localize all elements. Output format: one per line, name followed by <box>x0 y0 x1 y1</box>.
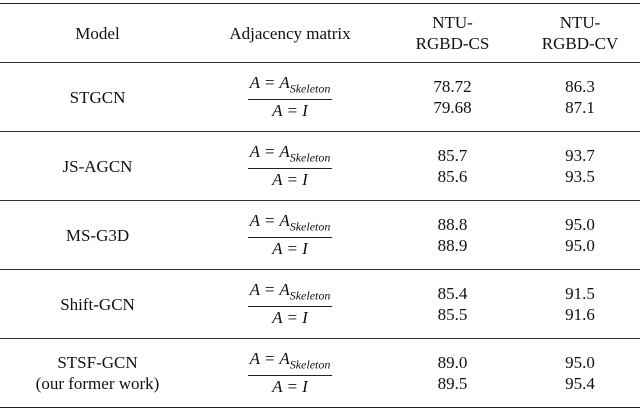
cs-cell: 85.7 85.6 <box>385 145 520 187</box>
cs-value: 89.5 <box>437 374 468 393</box>
fraction: A = ASkeleton A = I <box>247 210 333 260</box>
cs-value: 88.8 <box>437 215 468 234</box>
cv-value: 95.4 <box>565 374 595 393</box>
formula: A = A <box>249 210 290 230</box>
cv-value: 95.0 <box>565 236 595 255</box>
table-row: STGCN A = ASkeleton A = I 78.72 79.68 86.3 87.… <box>0 63 640 132</box>
fraction: A = ASkeleton A = I <box>247 279 333 329</box>
cs-cell: 88.8 88.9 <box>385 214 520 256</box>
header-cell: Adjacency matrix <box>229 23 351 43</box>
cv-cell: 91.5 91.6 <box>520 283 640 325</box>
formula-subscript: Skeleton <box>289 219 331 234</box>
cs-cell: 85.4 85.5 <box>385 283 520 325</box>
adjacency-option: A = ASkeleton <box>247 141 333 170</box>
adjacency-option: A = I <box>272 101 308 121</box>
cv-cell: 95.0 95.4 <box>520 352 640 394</box>
adjacency-option: A = I <box>272 170 308 190</box>
formula: A = A <box>249 141 290 161</box>
cv-value: 95.0 <box>565 353 595 372</box>
header-cell: NTU- RGBD-CS <box>385 12 520 54</box>
table-row: MS-G3D A = ASkeleton A = I 88.8 88.9 95.0 95.0 <box>0 201 640 270</box>
cs-value: 85.7 <box>437 146 468 165</box>
model-cell: JS-AGCN <box>0 156 195 177</box>
header-line: RGBD-CS <box>415 34 490 53</box>
header-cell: NTU- RGBD-CV <box>520 12 640 54</box>
adjacency-cell: A = ASkeleton A = I <box>195 279 385 329</box>
model-line: (our former work) <box>35 374 160 393</box>
cs-cell: 89.0 89.5 <box>385 352 520 394</box>
formula-subscript: Skeleton <box>289 150 331 165</box>
formula-subscript: Skeleton <box>289 288 331 303</box>
cs-value: 78.72 <box>433 77 472 96</box>
cs-value: 88.9 <box>437 236 468 255</box>
cv-value: 91.5 <box>565 284 595 303</box>
header-cell: Model <box>75 23 120 43</box>
adjacency-option: A = ASkeleton <box>247 348 333 377</box>
adjacency-cell: A = ASkeleton A = I <box>195 348 385 398</box>
cs-value: 85.6 <box>437 167 468 186</box>
cv-value: 91.6 <box>565 305 595 324</box>
model-line: JS-AGCN <box>62 156 133 176</box>
formula-subscript: Skeleton <box>289 357 331 372</box>
table-row: Shift-GCN A = ASkeleton A = I 85.4 85.5 91.5 9… <box>0 270 640 339</box>
adjacency-option: A = I <box>272 239 308 259</box>
adjacency-option: A = ASkeleton <box>247 72 333 101</box>
model-cell: STGCN <box>0 87 195 108</box>
header-row: Model Adjacency matrix NTU- RGBD-CS NTU- R… <box>0 4 640 63</box>
adjacency-option: A = ASkeleton <box>247 279 333 308</box>
header-line: NTU- <box>559 13 601 32</box>
adjacency-option: A = I <box>272 308 308 328</box>
header-line: NTU- <box>432 13 473 32</box>
adjacency-option: A = ASkeleton <box>247 210 333 239</box>
cv-value: 93.7 <box>565 146 595 165</box>
adjacency-cell: A = ASkeleton A = I <box>195 72 385 122</box>
cs-value: 79.68 <box>433 98 472 117</box>
cv-cell: 95.0 95.0 <box>520 214 640 256</box>
cv-value: 87.1 <box>565 98 595 117</box>
cv-value: 86.3 <box>565 77 595 96</box>
fraction: A = ASkeleton A = I <box>247 141 333 191</box>
cv-value: 95.0 <box>565 215 595 234</box>
cv-cell: 93.7 93.5 <box>520 145 640 187</box>
model-line: Shift-GCN <box>60 294 135 314</box>
model-cell: Shift-GCN <box>0 294 195 315</box>
model-cell: STSF-GCN (our former work) <box>0 352 195 394</box>
adjacency-cell: A = ASkeleton A = I <box>195 210 385 260</box>
cv-value: 93.5 <box>565 167 595 186</box>
formula: A = A <box>249 279 290 299</box>
model-line: STSF-GCN <box>57 353 138 372</box>
table-row: STSF-GCN (our former work) A = ASkeleton A … <box>0 339 640 407</box>
results-table: Model Adjacency matrix NTU- RGBD-CS NTU- R… <box>0 3 640 408</box>
adjacency-cell: A = ASkeleton A = I <box>195 141 385 191</box>
cs-cell: 78.72 79.68 <box>385 76 520 118</box>
header-line: RGBD-CV <box>541 34 619 53</box>
cs-value: 85.5 <box>437 305 468 324</box>
formula: A = A <box>249 72 290 92</box>
table-row: JS-AGCN A = ASkeleton A = I 85.7 85.6 93.7 93.… <box>0 132 640 201</box>
fraction: A = ASkeleton A = I <box>247 348 333 398</box>
model-line: MS-G3D <box>65 225 130 245</box>
fraction: A = ASkeleton A = I <box>247 72 333 122</box>
cs-value: 85.4 <box>437 284 468 303</box>
cs-value: 89.0 <box>437 353 468 372</box>
model-cell: MS-G3D <box>0 225 195 246</box>
model-line: STGCN <box>69 87 126 107</box>
formula: A = A <box>249 348 290 368</box>
formula-subscript: Skeleton <box>289 81 331 96</box>
adjacency-option: A = I <box>272 377 308 397</box>
cv-cell: 86.3 87.1 <box>520 76 640 118</box>
